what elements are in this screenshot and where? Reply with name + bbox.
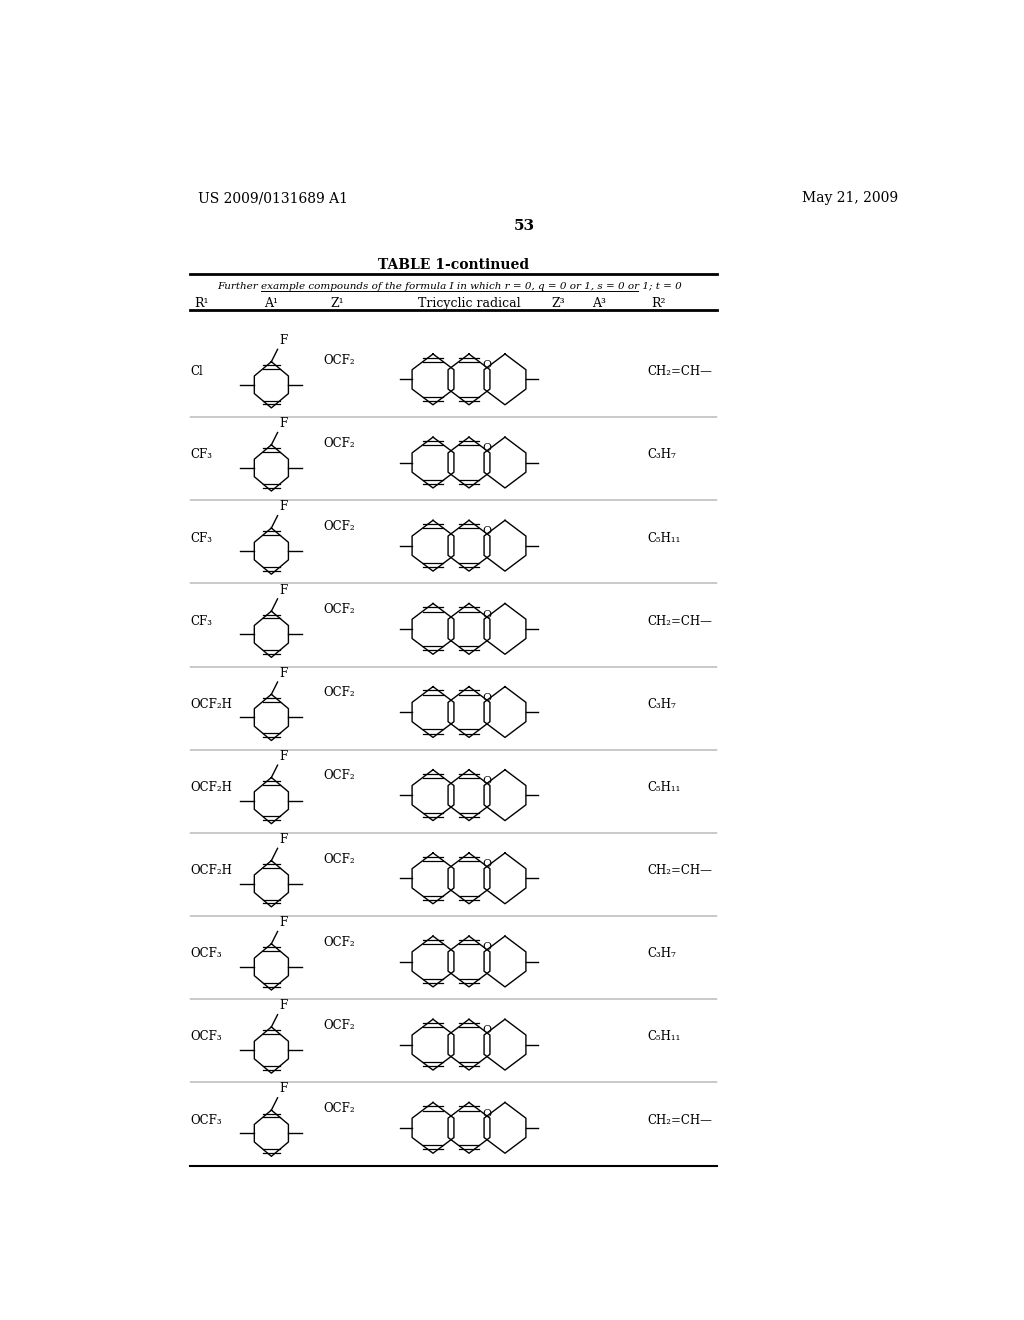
Text: Tricyclic radical: Tricyclic radical (418, 297, 520, 310)
Text: May 21, 2009: May 21, 2009 (802, 191, 898, 206)
Text: OCF₂: OCF₂ (323, 936, 354, 949)
Text: OCF₃: OCF₃ (190, 1114, 221, 1127)
Text: C₃H₇: C₃H₇ (647, 948, 676, 961)
Text: C₅H₁₁: C₅H₁₁ (647, 781, 681, 795)
Text: O: O (482, 527, 492, 536)
Text: OCF₂H: OCF₂H (190, 698, 231, 711)
Text: CF₃: CF₃ (190, 615, 212, 628)
Text: O: O (482, 444, 492, 453)
Text: OCF₂: OCF₂ (323, 520, 354, 533)
Text: OCF₂H: OCF₂H (190, 865, 231, 878)
Text: Further example compounds of the formula I in which r = 0, q = 0 or 1, s = 0 or : Further example compounds of the formula… (217, 281, 682, 290)
Text: F: F (280, 334, 288, 347)
Text: CF₃: CF₃ (190, 532, 212, 545)
Text: Z¹: Z¹ (331, 297, 344, 310)
Text: O: O (482, 610, 492, 619)
Text: OCF₂: OCF₂ (323, 853, 354, 866)
Text: OCF₂: OCF₂ (323, 1102, 354, 1115)
Text: CH₂=CH—: CH₂=CH— (647, 615, 712, 628)
Text: US 2009/0131689 A1: US 2009/0131689 A1 (198, 191, 348, 206)
Text: A³: A³ (592, 297, 606, 310)
Text: C₅H₁₁: C₅H₁₁ (647, 1031, 681, 1044)
Text: O: O (482, 693, 492, 702)
Text: O: O (482, 1109, 492, 1118)
Text: F: F (280, 833, 288, 846)
Text: CF₃: CF₃ (190, 449, 212, 462)
Text: CH₂=CH—: CH₂=CH— (647, 865, 712, 878)
Text: F: F (280, 583, 288, 597)
Text: F: F (280, 999, 288, 1012)
Text: Cl: Cl (190, 366, 203, 379)
Text: F: F (280, 667, 288, 680)
Text: R¹: R¹ (195, 297, 209, 310)
Text: CH₂=CH—: CH₂=CH— (647, 366, 712, 379)
Text: 53: 53 (514, 219, 536, 234)
Text: F: F (280, 1082, 288, 1096)
Text: F: F (280, 500, 288, 513)
Text: OCF₃: OCF₃ (190, 1031, 221, 1044)
Text: C₃H₇: C₃H₇ (647, 449, 676, 462)
Text: OCF₂H: OCF₂H (190, 781, 231, 795)
Text: OCF₂: OCF₂ (323, 354, 354, 367)
Text: O: O (482, 360, 492, 370)
Text: OCF₂: OCF₂ (323, 686, 354, 700)
Text: O: O (482, 1026, 492, 1035)
Text: O: O (482, 776, 492, 785)
Text: F: F (280, 417, 288, 430)
Text: R²: R² (651, 297, 667, 310)
Text: OCF₂: OCF₂ (323, 603, 354, 616)
Text: TABLE 1-continued: TABLE 1-continued (378, 257, 529, 272)
Text: OCF₂: OCF₂ (323, 1019, 354, 1032)
Text: A¹: A¹ (264, 297, 279, 310)
Text: C₅H₁₁: C₅H₁₁ (647, 532, 681, 545)
Text: F: F (280, 916, 288, 929)
Text: OCF₂: OCF₂ (323, 437, 354, 450)
Text: OCF₃: OCF₃ (190, 948, 221, 961)
Text: F: F (280, 750, 288, 763)
Text: Z³: Z³ (551, 297, 565, 310)
Text: OCF₂: OCF₂ (323, 770, 354, 783)
Text: O: O (482, 859, 492, 869)
Text: CH₂=CH—: CH₂=CH— (647, 1114, 712, 1127)
Text: O: O (482, 942, 492, 952)
Text: C₃H₇: C₃H₇ (647, 698, 676, 711)
